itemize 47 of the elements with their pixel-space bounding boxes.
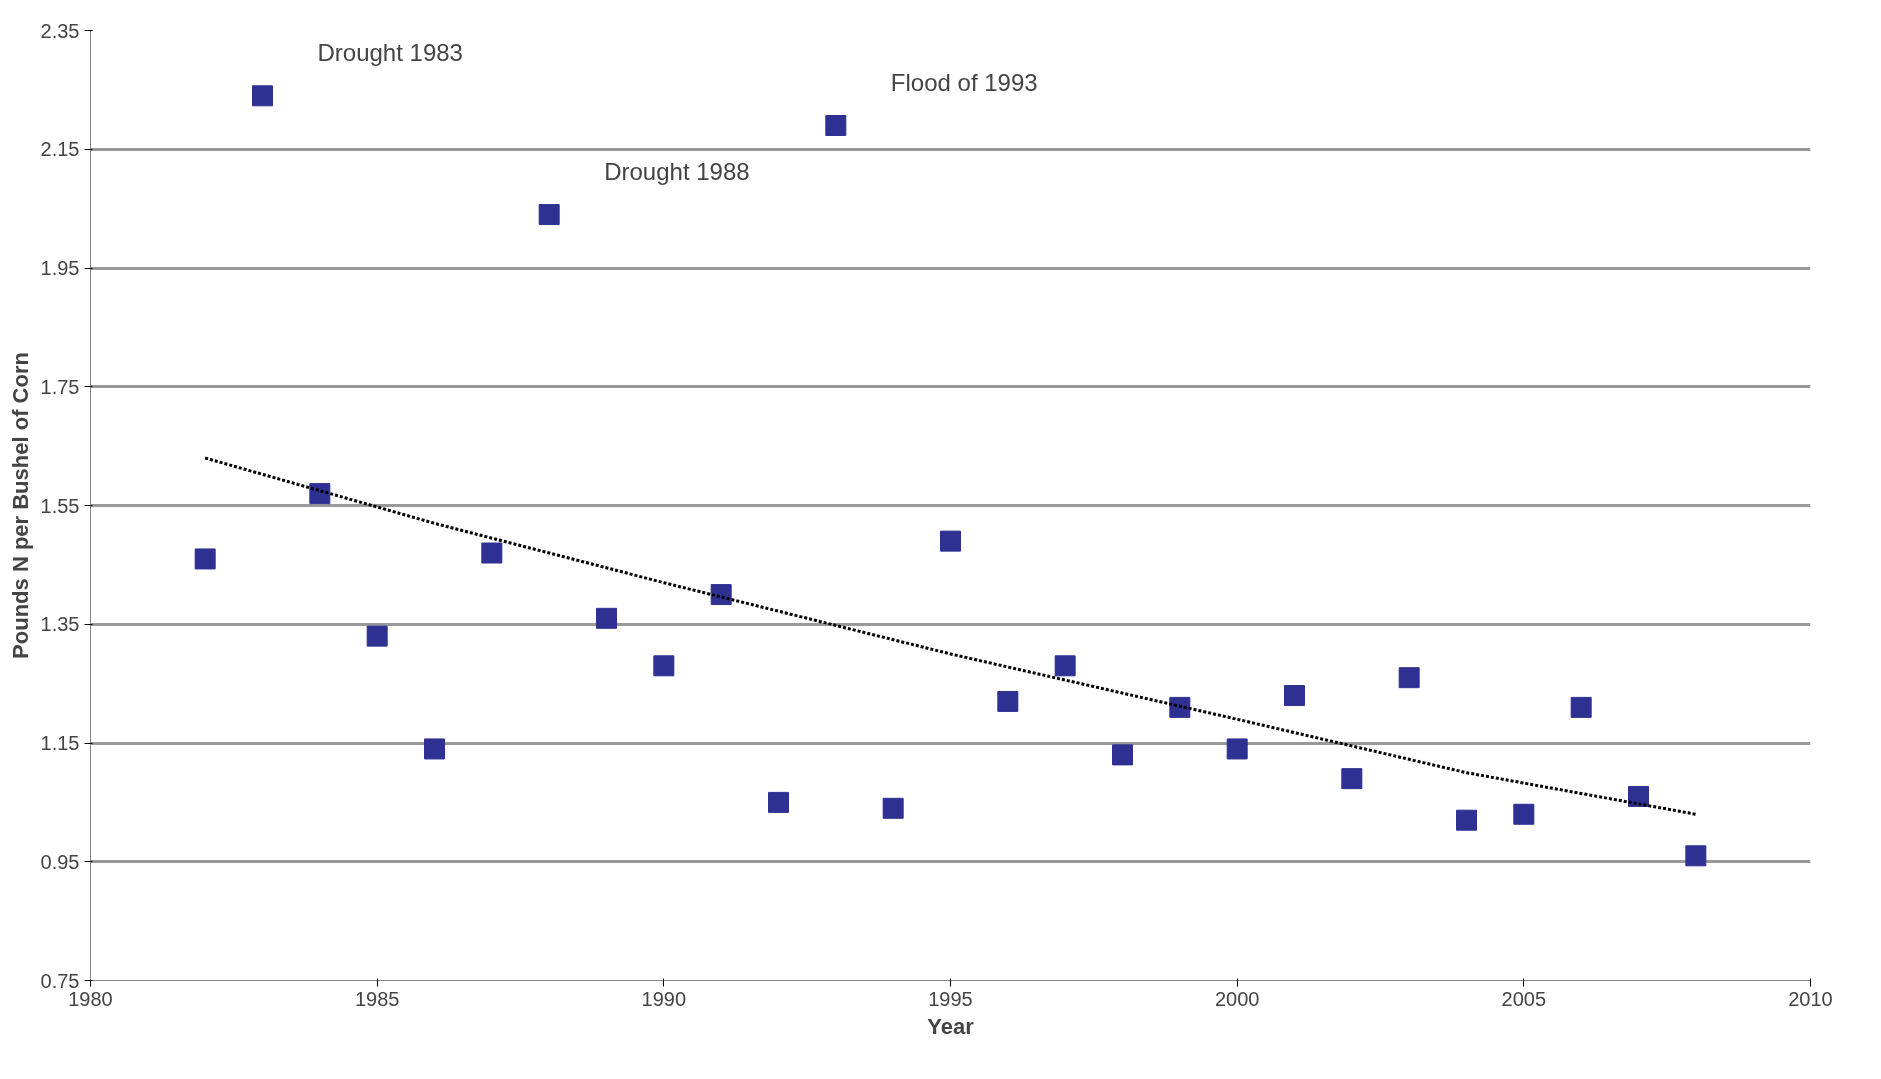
point [710,584,732,606]
point [1226,738,1248,760]
y-tick-label: 1.35 [40,613,80,636]
point [1112,744,1133,766]
point [194,548,216,570]
point [1628,785,1649,807]
point [997,690,1019,712]
point [596,607,617,629]
point [882,797,904,819]
point [1054,655,1076,677]
x-tick-label: 2000 [1214,987,1260,1010]
x-tick-label: 1990 [641,987,687,1010]
y-tick-label: 2.35 [40,19,80,42]
point [538,204,560,226]
y-tick-label: 1.75 [40,375,80,398]
point [1685,845,1707,867]
x-tick-label: 1985 [354,987,400,1010]
annotation: Drought 1988 [604,157,750,185]
point [768,791,789,813]
x-tick-label: 2010 [1788,987,1833,1010]
y-tick-label: 0.95 [40,850,80,873]
point [481,542,503,564]
x-tick-label: 1995 [928,987,973,1010]
point [825,115,847,136]
point [424,738,445,760]
x-tick-label: 2005 [1501,987,1547,1010]
point [1398,667,1420,689]
point [1284,685,1305,706]
x-axis-title: Year [927,1013,975,1039]
y-tick-label: 1.55 [40,494,80,517]
y-tick-label: 1.15 [40,732,80,754]
point [940,530,961,552]
point [366,625,388,647]
y-tick-label: 2.15 [40,138,80,161]
point [1456,809,1477,831]
point [1513,803,1535,825]
point [1341,768,1363,790]
annotation: Flood of 1993 [890,68,1038,96]
point [1169,696,1191,718]
point [309,483,331,505]
annotation: Drought 1983 [317,38,463,66]
y-tick-label: 1.95 [40,257,80,279]
y-axis-title: Pounds N per Bushel of Corn [7,352,33,659]
point [653,655,675,677]
line-series [203,456,1698,816]
point [1570,696,1592,718]
point [252,85,273,107]
